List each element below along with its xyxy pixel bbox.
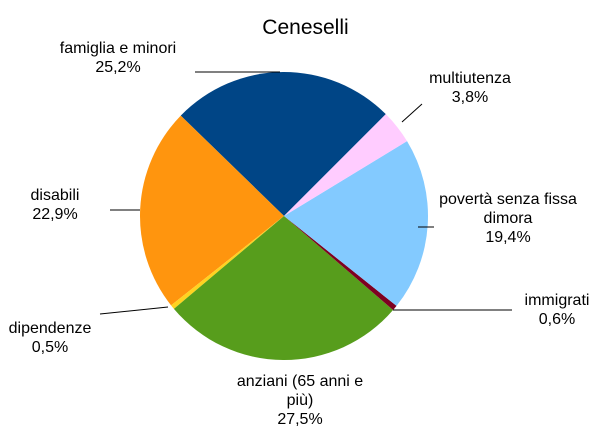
slice-label: famiglia e minori 25,2% xyxy=(28,39,208,77)
slice-label: anziani (65 anni e più) 27,5% xyxy=(225,372,375,429)
pie-slice xyxy=(180,71,386,216)
value-label: 25,2% xyxy=(95,59,141,76)
pie-slice xyxy=(171,216,284,309)
category-label: anziani (65 anni e più) xyxy=(236,373,364,409)
slice-label: disabili 22,9% xyxy=(5,186,105,224)
value-label: 0,5% xyxy=(31,339,69,356)
value-label: 19,4% xyxy=(485,229,531,246)
category-label: dipendenze xyxy=(8,320,92,337)
slice-label: povertà senza fissa dimora 19,4% xyxy=(438,190,578,247)
value-label: 3,8% xyxy=(451,89,489,106)
leader-line xyxy=(401,103,423,123)
pie-slice xyxy=(284,141,428,306)
category-label: povertà senza fissa dimora xyxy=(439,191,577,227)
category-label: disabili xyxy=(30,187,80,204)
category-label: famiglia e minori xyxy=(59,40,177,57)
leader-lines xyxy=(99,71,512,315)
value-label: 0,6% xyxy=(538,311,576,328)
category-label: immigrati xyxy=(524,292,590,309)
leader-line xyxy=(99,306,169,315)
category-label: multiutenza xyxy=(429,70,511,87)
pie-slice xyxy=(284,216,397,311)
chart-title: Ceneselli xyxy=(262,16,349,39)
pie-slice xyxy=(140,115,284,306)
slice-label: immigrati 0,6% xyxy=(507,291,603,329)
value-label: 22,9% xyxy=(32,206,78,223)
slice-label: dipendenze 0,5% xyxy=(0,319,100,357)
value-label: 27,5% xyxy=(277,411,323,428)
pie-slice xyxy=(284,114,408,216)
pie-slice xyxy=(173,216,394,360)
slice-label: multiutenza 3,8% xyxy=(400,69,540,107)
